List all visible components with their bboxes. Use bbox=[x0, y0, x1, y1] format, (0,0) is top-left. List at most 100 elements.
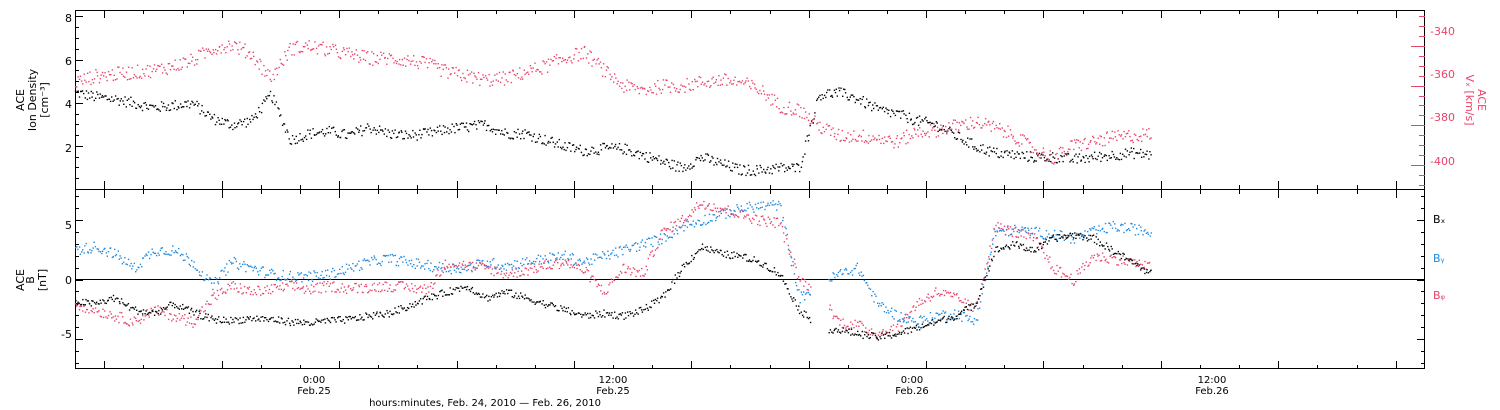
by-point bbox=[1130, 222, 1132, 225]
by-point bbox=[466, 270, 468, 272]
bottom-left-ylabel-line2: B bbox=[24, 276, 37, 284]
bottom-ytick-minus5: -5 bbox=[61, 328, 72, 341]
bz-point bbox=[650, 251, 652, 254]
density-point bbox=[873, 107, 875, 110]
by-point bbox=[230, 261, 232, 263]
by-point bbox=[679, 227, 682, 229]
bz-point bbox=[1114, 256, 1116, 258]
by-point bbox=[748, 201, 751, 204]
by-point bbox=[603, 252, 605, 255]
density-point bbox=[386, 135, 388, 138]
by-point bbox=[253, 267, 255, 269]
bz-point bbox=[146, 309, 148, 311]
bx-point bbox=[397, 305, 400, 308]
bz-point bbox=[567, 264, 569, 266]
bx-point bbox=[489, 299, 491, 301]
vx-point bbox=[724, 73, 726, 75]
by-point bbox=[804, 293, 807, 295]
by-point bbox=[433, 269, 435, 271]
bx-point bbox=[615, 317, 617, 320]
bz-point bbox=[903, 317, 906, 319]
density-point bbox=[531, 140, 533, 142]
by-point bbox=[1056, 239, 1058, 241]
by-point bbox=[213, 282, 215, 284]
vx-point bbox=[555, 54, 558, 56]
legend-by: Bᵧ bbox=[1433, 252, 1445, 265]
vx-point bbox=[812, 119, 814, 121]
vx-point bbox=[1143, 134, 1145, 136]
vx-point bbox=[369, 63, 371, 65]
density-point bbox=[124, 96, 126, 98]
density-point bbox=[90, 90, 92, 93]
density-point bbox=[147, 108, 150, 110]
bz-point bbox=[232, 281, 234, 283]
vx-point bbox=[304, 46, 306, 48]
bz-point bbox=[462, 260, 465, 263]
bz-point bbox=[952, 295, 954, 298]
bz-point bbox=[163, 311, 165, 313]
bx-point bbox=[885, 332, 888, 334]
vx-point bbox=[209, 52, 212, 54]
by-point bbox=[833, 273, 835, 275]
by-point bbox=[540, 263, 543, 265]
vx-point bbox=[401, 58, 404, 61]
vx-point bbox=[485, 75, 487, 77]
by-point bbox=[685, 220, 687, 222]
bz-point bbox=[589, 281, 591, 283]
bz-point bbox=[1140, 263, 1142, 265]
density-point bbox=[431, 135, 434, 137]
bz-point bbox=[560, 263, 563, 265]
vx-point bbox=[592, 59, 594, 61]
vx-point bbox=[1007, 125, 1009, 127]
bx-point bbox=[133, 308, 136, 310]
density-point bbox=[800, 166, 803, 168]
bz-point bbox=[836, 317, 839, 319]
density-point bbox=[621, 149, 623, 151]
vx-point bbox=[426, 66, 429, 69]
vx-point bbox=[449, 73, 451, 76]
vx-point bbox=[919, 127, 921, 129]
by-point bbox=[680, 226, 683, 228]
bx-point bbox=[986, 275, 988, 277]
bz-point bbox=[936, 293, 938, 296]
vx-point bbox=[732, 83, 734, 85]
by-point bbox=[149, 257, 151, 260]
bx-point bbox=[199, 312, 201, 315]
bz-point bbox=[343, 286, 346, 288]
vx-point bbox=[1124, 136, 1127, 138]
density-point bbox=[1104, 154, 1106, 156]
by-point bbox=[521, 258, 524, 260]
by-point bbox=[1066, 234, 1069, 236]
vx-point bbox=[203, 49, 205, 51]
bz-point bbox=[227, 283, 229, 285]
by-point bbox=[916, 323, 919, 325]
vx-point bbox=[798, 115, 801, 118]
bx-point bbox=[319, 320, 321, 322]
bx-point bbox=[734, 255, 736, 258]
by-point bbox=[1105, 231, 1107, 234]
vx-point bbox=[639, 87, 642, 89]
vx-point bbox=[850, 134, 852, 136]
vx-point bbox=[512, 70, 514, 72]
bx-point bbox=[960, 310, 963, 312]
vx-point bbox=[1051, 162, 1053, 164]
bz-point bbox=[641, 267, 643, 270]
bz-point bbox=[1113, 256, 1115, 258]
by-point bbox=[471, 270, 473, 273]
bz-point bbox=[960, 300, 962, 302]
density-point bbox=[1135, 152, 1137, 154]
bx-point bbox=[306, 321, 308, 323]
vx-point bbox=[602, 63, 605, 65]
bz-point bbox=[1014, 227, 1016, 229]
by-point bbox=[644, 241, 647, 244]
by-point bbox=[82, 249, 84, 251]
bz-point bbox=[527, 274, 529, 276]
vx-point bbox=[458, 69, 460, 71]
bx-point bbox=[142, 309, 145, 311]
vx-point bbox=[872, 135, 874, 137]
bx-point bbox=[673, 282, 676, 284]
density-point bbox=[915, 117, 918, 119]
bx-point bbox=[653, 299, 655, 302]
by-point bbox=[292, 276, 294, 278]
vx-point bbox=[1015, 143, 1017, 145]
